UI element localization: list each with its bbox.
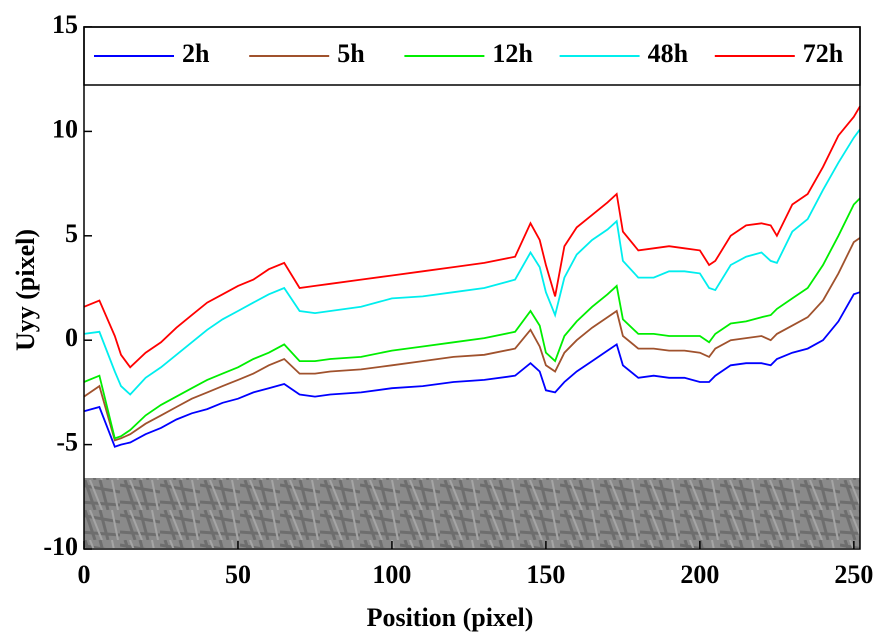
legend-label: 72h <box>803 39 844 68</box>
y-tick-label: -5 <box>56 428 78 457</box>
series-line <box>83 105 861 369</box>
legend-label: 12h <box>492 39 533 68</box>
x-tick-label: 50 <box>225 560 251 589</box>
plot-frame <box>83 26 861 550</box>
legend-label: 2h <box>182 39 210 68</box>
y-tick-label: 10 <box>52 114 78 143</box>
series-line <box>83 291 861 448</box>
y-tick-label: 0 <box>65 323 78 352</box>
y-tick-label: 15 <box>52 10 78 39</box>
y-tick-label: 5 <box>65 219 78 248</box>
x-tick-label: 250 <box>834 560 873 589</box>
y-tick-label: -10 <box>43 532 78 561</box>
x-tick-label: 100 <box>372 560 411 589</box>
series-line <box>83 128 861 396</box>
legend-label: 48h <box>648 39 689 68</box>
x-tick-label: 200 <box>680 560 719 589</box>
series-line <box>83 197 861 440</box>
x-tick-label: 150 <box>526 560 565 589</box>
x-axis-label: Position (pixel) <box>367 603 534 632</box>
y-axis-label: Uyy (pixel) <box>11 229 40 351</box>
x-tick-label: 0 <box>78 560 91 589</box>
image-strip <box>84 478 860 548</box>
legend-label: 5h <box>337 39 365 68</box>
series-line <box>83 237 861 442</box>
